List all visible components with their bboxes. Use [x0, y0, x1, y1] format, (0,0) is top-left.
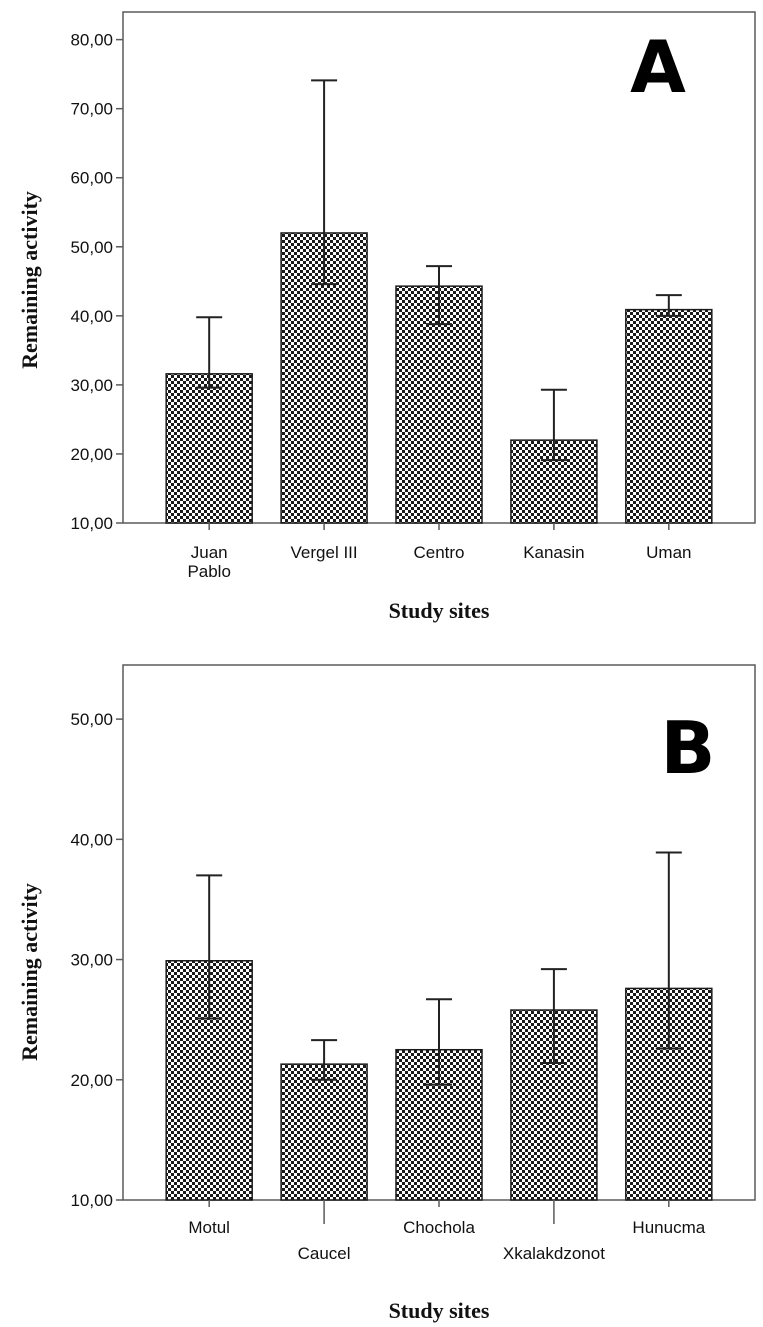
y-tick-label: 80,00 — [70, 31, 113, 50]
y-tick-label: 40,00 — [70, 307, 113, 326]
y-tick-label: 20,00 — [70, 1071, 113, 1090]
bar — [165, 373, 253, 524]
x-category-label: Motul — [188, 1218, 230, 1237]
bar — [395, 1048, 483, 1201]
bar — [280, 1063, 368, 1201]
y-tick-label: 50,00 — [70, 710, 113, 729]
x-axis-title: Study sites — [389, 598, 490, 623]
y-tick-label: 20,00 — [70, 445, 113, 464]
x-category-label: Chochola — [403, 1218, 475, 1237]
y-tick-label: 40,00 — [70, 830, 113, 849]
chart-panel-a: 10,00 20,00 30,00 40,00 50,00 60,00 70,00 80,00… — [17, 11, 756, 623]
x-category-label: Vergel III — [291, 543, 358, 562]
panel-letter: A — [630, 25, 686, 109]
y-tick-label: 30,00 — [70, 376, 113, 395]
x-category-label: Xkalakdzonot — [503, 1244, 605, 1263]
y-tick-label: 10,00 — [70, 1191, 113, 1210]
x-category-label: Pablo — [187, 562, 230, 581]
x-axis-title: Study sites — [389, 1298, 490, 1323]
y-axis-title: Remaining activity — [17, 883, 42, 1061]
panel-letter: B — [661, 706, 716, 790]
y-tick-label: 50,00 — [70, 238, 113, 257]
x-category-label: Kanasin — [523, 543, 584, 562]
x-category-label: Uman — [646, 543, 691, 562]
y-tick-label: 60,00 — [70, 169, 113, 188]
x-category-label: Hunucma — [632, 1218, 705, 1237]
x-category-label: Centro — [413, 543, 464, 562]
y-tick-label: 10,00 — [70, 514, 113, 533]
y-tick-label: 30,00 — [70, 951, 113, 970]
x-category-label: Caucel — [298, 1244, 351, 1263]
y-axis-title: Remaining activity — [17, 191, 42, 369]
bar — [395, 285, 483, 524]
chart-panel-b: 10,00 20,00 30,00 40,00 50,00 Motul Caucel Choc… — [17, 664, 756, 1323]
y-tick-label: 70,00 — [70, 100, 113, 119]
x-category-label: Juan — [191, 543, 228, 562]
bar — [625, 308, 713, 524]
bar — [510, 1009, 598, 1201]
